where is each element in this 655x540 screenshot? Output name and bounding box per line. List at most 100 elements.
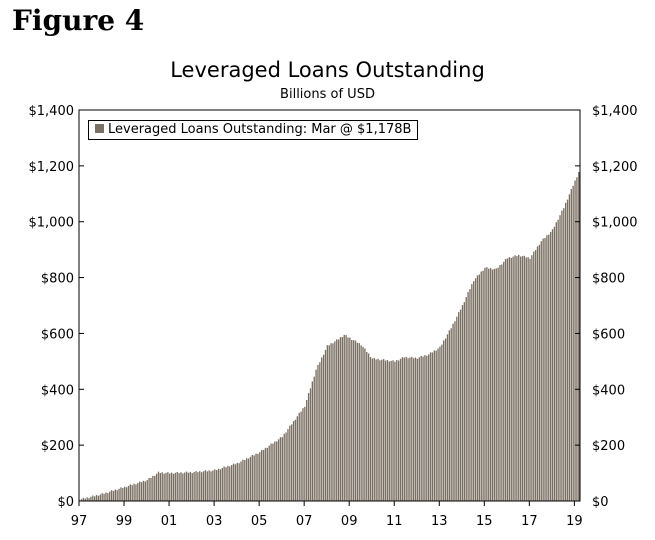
bar (140, 482, 143, 501)
bar (371, 358, 374, 501)
bar (514, 255, 516, 501)
bar (101, 493, 103, 501)
bar (148, 477, 150, 501)
bar (336, 339, 338, 501)
y-tick-label-left: $800 (41, 272, 74, 287)
bar (405, 356, 407, 501)
bar (223, 466, 225, 501)
bar (501, 264, 503, 501)
bar (154, 475, 156, 501)
chart-subtitle: Billions of USD (280, 87, 375, 102)
bar (392, 360, 394, 501)
bar (150, 477, 152, 501)
bar (521, 256, 524, 501)
bar (214, 469, 216, 501)
bar (549, 231, 552, 501)
bar (189, 471, 192, 501)
y-tick-label-left: $1,000 (29, 216, 75, 231)
bar (347, 337, 349, 501)
bar (330, 343, 332, 501)
bar (557, 219, 559, 501)
bar (478, 274, 481, 501)
figure-label: Figure 4 (12, 4, 145, 37)
bar (461, 305, 464, 501)
y-tick-label-left: $0 (57, 495, 74, 510)
legend-swatch (95, 124, 104, 133)
bar (157, 471, 160, 501)
bar (249, 456, 252, 501)
bar (454, 321, 456, 501)
bar (424, 355, 426, 501)
bar (317, 364, 319, 501)
bar (107, 493, 109, 501)
bar (210, 471, 212, 501)
bar (170, 472, 173, 501)
bar (277, 439, 280, 501)
bar (185, 471, 188, 501)
bar (420, 355, 422, 501)
bar (413, 358, 415, 501)
bar (146, 480, 148, 501)
bar (246, 458, 248, 501)
bar (251, 455, 253, 501)
bar (450, 328, 452, 501)
bar (236, 462, 238, 501)
bar (403, 357, 405, 501)
bar (304, 406, 306, 501)
bar (482, 270, 484, 501)
bar (351, 340, 353, 501)
bar (180, 472, 182, 501)
bar (204, 470, 207, 501)
bar (456, 316, 458, 501)
bar (439, 346, 441, 501)
bar (352, 340, 355, 501)
bar (422, 356, 424, 501)
bar (88, 498, 90, 501)
bar (135, 484, 137, 501)
bar (94, 496, 96, 501)
bar (202, 471, 205, 501)
bar (287, 429, 289, 501)
axes-group: $0 $0 $200 $200 $400 $400 $600 $600 $800 $800 $1,0… (29, 104, 638, 529)
bar (332, 343, 334, 501)
bar (165, 472, 167, 501)
bar (399, 358, 402, 501)
bar (497, 267, 499, 501)
bar (525, 257, 527, 501)
bar (414, 357, 417, 501)
bar (227, 465, 229, 501)
bar (167, 472, 169, 501)
bar (292, 420, 295, 501)
bar (208, 470, 210, 501)
bar (281, 437, 283, 501)
bar (345, 335, 347, 501)
bar (99, 494, 101, 501)
bar (465, 297, 467, 501)
bar (238, 463, 240, 501)
bar (163, 473, 165, 501)
x-tick-label: 09 (341, 514, 358, 529)
bar (364, 348, 366, 501)
bar (152, 475, 154, 501)
bar (172, 473, 175, 501)
bar (234, 464, 237, 501)
bar (225, 467, 227, 501)
bar (313, 376, 315, 501)
bar (122, 488, 124, 501)
bar (437, 348, 439, 501)
bar (499, 265, 501, 501)
bar (253, 455, 255, 501)
bar (473, 281, 475, 501)
bar (349, 337, 351, 501)
bar (199, 471, 201, 501)
bar (476, 275, 479, 501)
bar (264, 447, 267, 501)
bar (366, 352, 368, 501)
bar (578, 172, 580, 501)
bar (574, 180, 576, 501)
bar (291, 424, 293, 501)
bar (341, 337, 344, 501)
bar (169, 473, 171, 501)
bar (508, 257, 511, 501)
